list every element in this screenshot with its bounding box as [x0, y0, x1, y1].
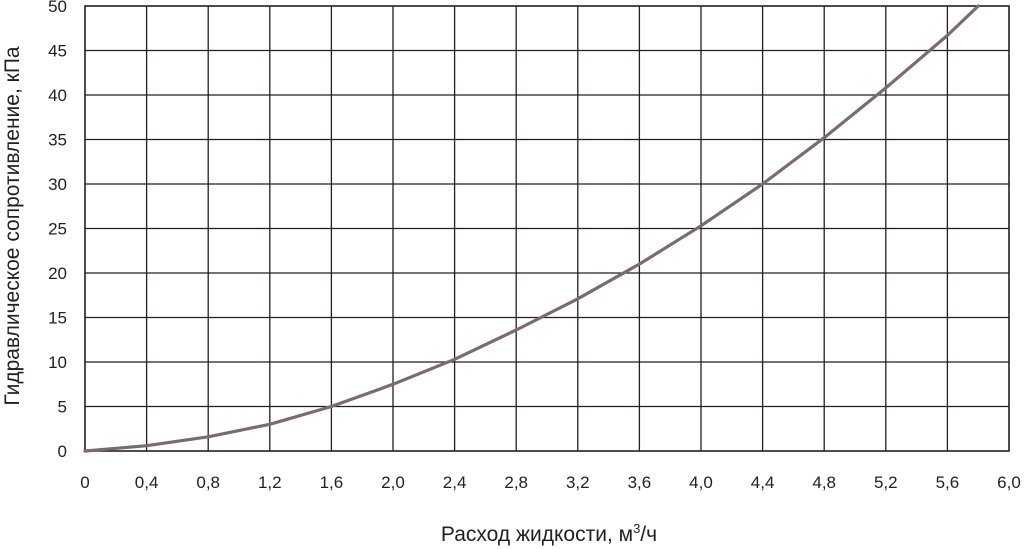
x-tick-label: 2,4	[443, 473, 467, 492]
y-tick-label: 45	[48, 42, 67, 61]
y-tick-label: 40	[48, 86, 67, 105]
y-tick-label: 30	[48, 175, 67, 194]
x-tick-label: 1,6	[320, 473, 344, 492]
x-tick-label: 4,4	[751, 473, 775, 492]
y-tick-label: 20	[48, 264, 67, 283]
x-axis-label-unit-tail: /ч	[640, 523, 657, 546]
x-axis-label-text: Расход жидкости, м	[441, 523, 633, 546]
x-tick-label: 2,0	[381, 473, 405, 492]
x-axis-label: Расход жидкости, м3/ч	[441, 521, 657, 546]
x-tick-label: 3,2	[566, 473, 590, 492]
series-line	[83, 4, 980, 453]
x-tick-label: 5,6	[936, 473, 960, 492]
x-axis-label-superscript: 3	[633, 521, 640, 536]
resistance-curve	[83, 4, 980, 453]
y-tick-label: 25	[48, 220, 67, 239]
y-tick-label: 50	[48, 0, 67, 16]
x-tick-label: 4,0	[689, 473, 713, 492]
plot-border	[84, 5, 1010, 452]
y-tick-label: 10	[48, 353, 67, 372]
y-tick-label: 35	[48, 131, 67, 150]
y-tick-labels: 0 5 10 15 20 25 30 35 40 45 50	[48, 0, 67, 461]
x-tick-label: 1,2	[258, 473, 282, 492]
y-tick-label: 0	[58, 442, 67, 461]
x-tick-label: 2,8	[504, 473, 528, 492]
y-tick-label: 15	[48, 309, 67, 328]
x-tick-label: 6,0	[997, 473, 1021, 492]
x-tick-label: 0	[80, 473, 89, 492]
y-axis-label: Гидравлическое сопротивление, кПа	[1, 46, 24, 406]
grid	[85, 6, 1009, 451]
x-tick-label: 3,6	[628, 473, 652, 492]
x-tick-label: 5,2	[874, 473, 898, 492]
y-tick-label: 5	[58, 398, 67, 417]
x-tick-label: 0,4	[135, 473, 159, 492]
x-tick-label: 4,8	[812, 473, 836, 492]
plot-frame	[84, 5, 1010, 452]
x-tick-label: 0,8	[196, 473, 220, 492]
x-tick-labels: 0 0,4 0,8 1,2 1,6 2,0 2,4 2,8 3,2 3,6 4,0 4,4 4,8 5,2…	[80, 473, 1021, 492]
